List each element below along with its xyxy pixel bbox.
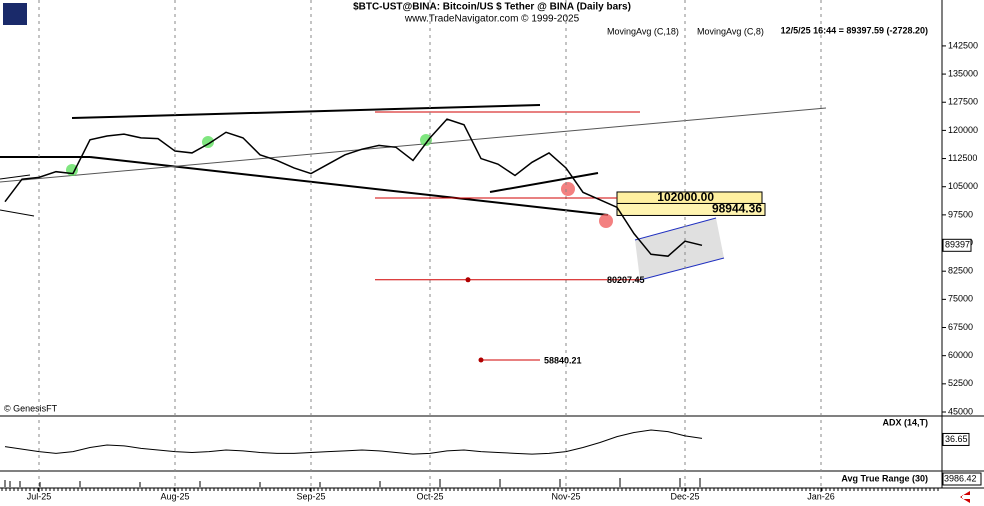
indicator-legend: MovingAvg (C,18) (607, 26, 679, 36)
y-tick-label: 60000 (948, 350, 973, 360)
x-tick-label: Aug-25 (160, 491, 189, 501)
x-tick-label: Jul-25 (27, 491, 52, 501)
adx-label: ADX (14,T) (882, 417, 928, 427)
trend-lines (0, 104, 827, 281)
chart-title: $BTC-UST@BINA: Bitcoin/US $ Tether @ BIN… (353, 2, 631, 13)
y-tick-label: 142500 (948, 40, 978, 50)
level-box (616, 202, 766, 216)
level-label: 98944.36 (712, 202, 762, 216)
y-tick-label: 75000 (948, 294, 973, 304)
adx-tag (942, 432, 970, 446)
y-tick-label: 120000 (948, 125, 978, 135)
x-tick-label: Nov-25 (551, 491, 580, 501)
x-tick-label: Sep-25 (296, 491, 325, 501)
atr-label: Avg True Range (30) (841, 473, 928, 483)
level-label: 58840.21 (544, 355, 582, 365)
y-tick-label: 105000 (948, 181, 978, 191)
level-dot (478, 357, 484, 363)
y-tick-label: 45000 (948, 406, 973, 416)
atr-bars (4, 478, 701, 487)
price-line (4, 118, 703, 257)
chart-subtitle: www.TradeNavigator.com © 1999-2025 (404, 14, 580, 25)
level-label: 102000.00 (657, 190, 714, 204)
level-dot (465, 277, 471, 283)
y-tick-label: 67500 (948, 322, 973, 332)
x-tick-label: Oct-25 (416, 491, 443, 501)
y-tick-label: 82500 (948, 266, 973, 276)
y-tick-label: 127500 (948, 97, 978, 107)
y-tick-label: 112500 (948, 153, 977, 163)
nav-arrow[interactable] (960, 491, 970, 503)
x-tick-label: Jan-26 (807, 491, 835, 501)
y-tick-label: 135000 (948, 68, 978, 78)
y-tick-label: 97500 (948, 209, 973, 219)
atr-tag (942, 472, 982, 486)
indicator-legend: MovingAvg (C,8) (697, 26, 764, 36)
logo (3, 3, 27, 25)
status: 12/5/25 16:44 = 89397.59 (-2728.20) (781, 25, 928, 35)
x-tick-label: Dec-25 (670, 491, 699, 501)
price-tag (942, 238, 972, 252)
adx-line (4, 429, 703, 455)
adx-tag-label: 36.65 (945, 434, 968, 444)
y-tick-label: 52500 (948, 378, 973, 388)
atr-tag-label: 3986.42 (944, 473, 977, 483)
credit: © GenesisFT (4, 403, 58, 413)
price-tag-label: 89397 (945, 240, 970, 250)
level-label: 80207.45 (607, 275, 645, 285)
